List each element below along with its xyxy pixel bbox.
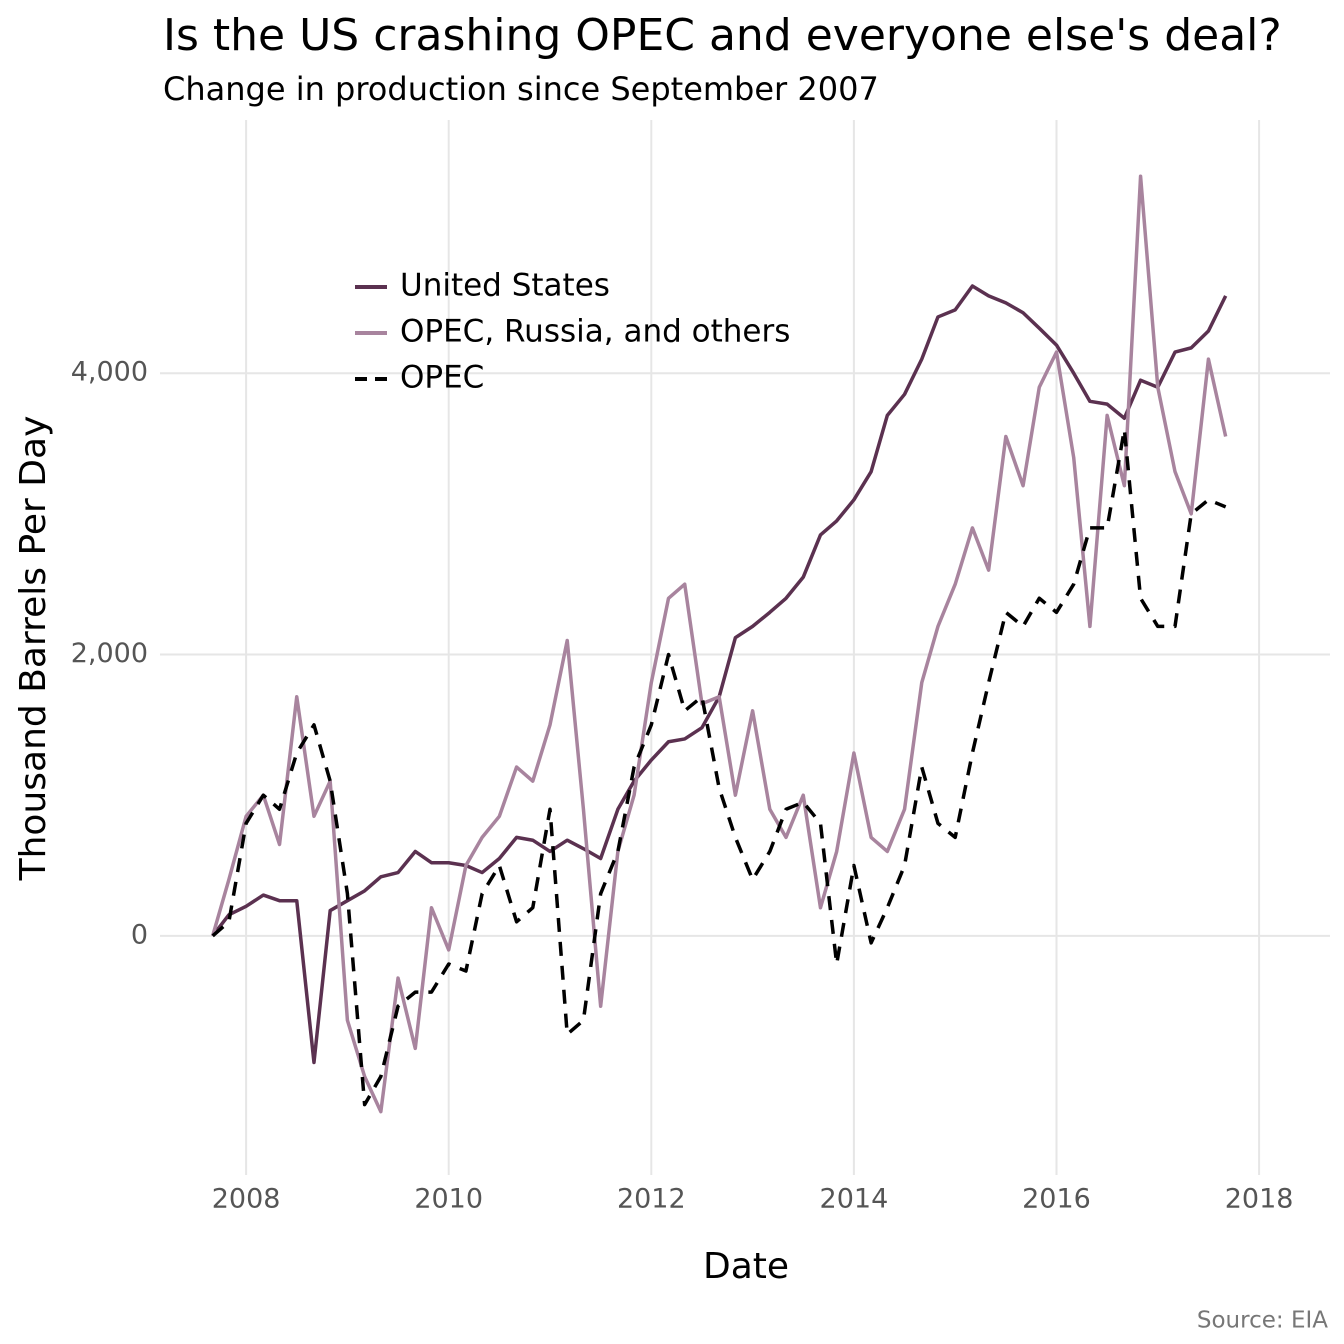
y-tick-label: 4,000 [71,357,148,388]
chart-subtitle: Change in production since September 200… [163,70,879,108]
x-tick-label: 2010 [414,1184,483,1215]
chart-title: Is the US crashing OPEC and everyone els… [163,10,1282,61]
x-axis-title: Date [703,1246,789,1287]
legend-label: United States [400,268,610,304]
y-tick-label: 0 [131,919,148,950]
x-tick-label: 2018 [1225,1184,1294,1215]
x-tick-label: 2016 [1022,1184,1091,1215]
series-line [210,174,1228,1114]
y-axis-title: Thousand Barrels Per Day [13,416,54,882]
legend-label: OPEC, Russia, and others [400,314,790,350]
series-line [211,284,1228,1065]
x-tick-label: 2008 [212,1184,281,1215]
source-note: Source: EIA [1197,1308,1328,1334]
series-line [211,427,1227,1107]
y-tick-label: 2,000 [71,638,148,669]
x-tick-label: 2012 [617,1184,686,1215]
legend-label: OPEC [400,360,484,396]
x-tick-label: 2014 [820,1184,889,1215]
